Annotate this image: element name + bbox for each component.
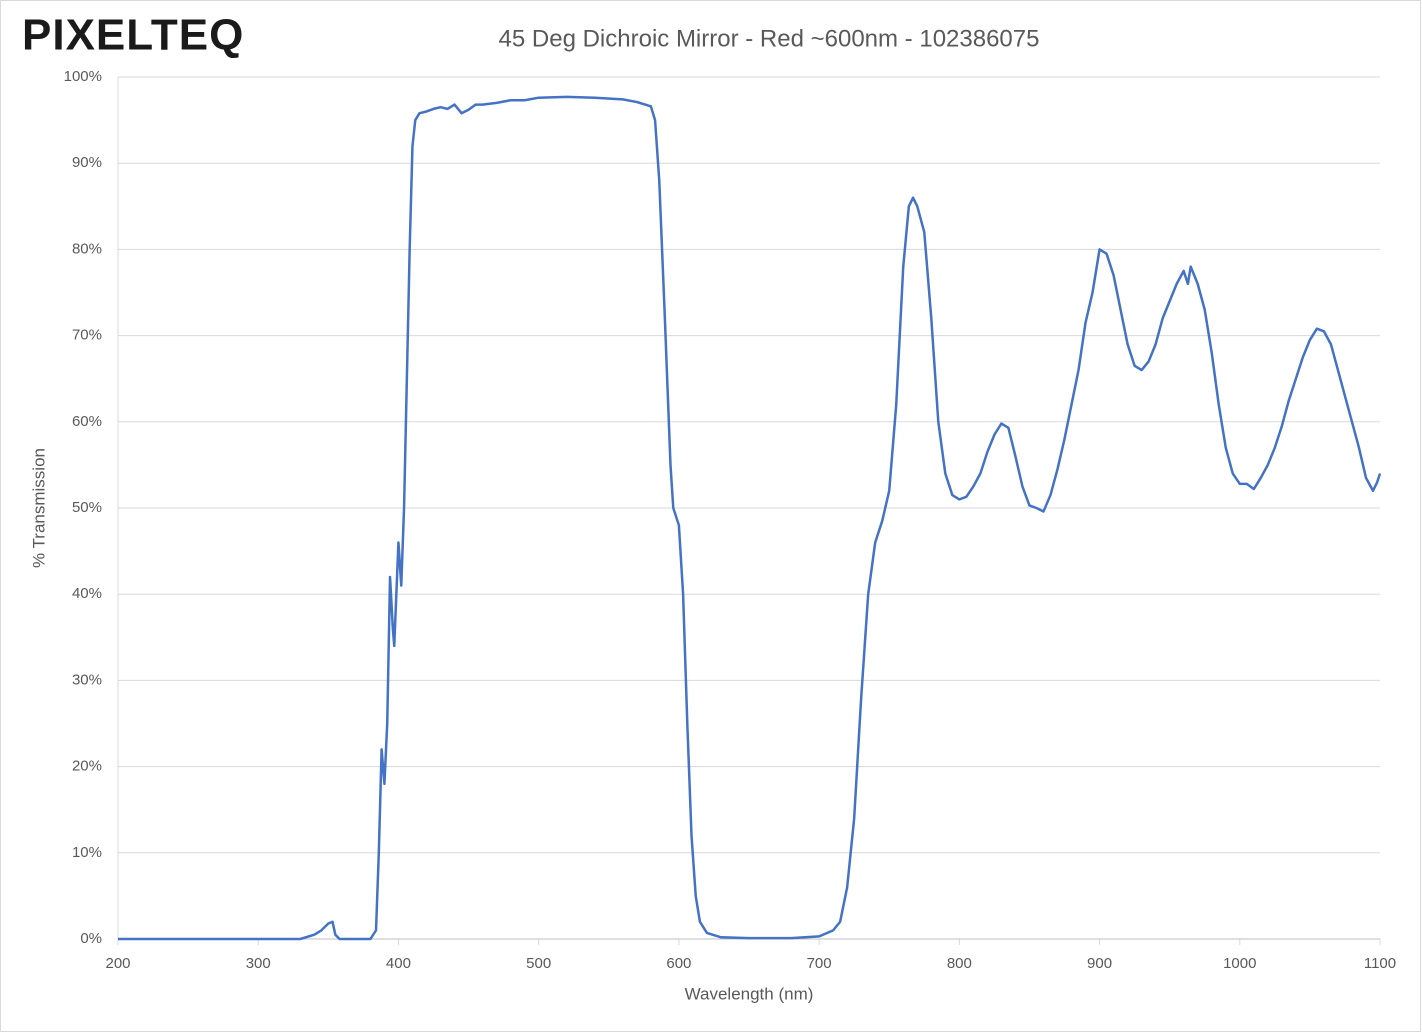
x-tick-label: 400 — [386, 955, 411, 972]
chart-title: 45 Deg Dichroic Mirror - Red ~600nm - 10… — [499, 25, 1040, 52]
y-tick-label: 50% — [72, 499, 102, 516]
y-axis-title: % Transmission — [29, 448, 48, 568]
y-tick-label: 30% — [72, 671, 102, 688]
x-tick-label: 900 — [1087, 955, 1112, 972]
logo: PIXELTEQ — [22, 11, 244, 60]
x-axis-title: Wavelength (nm) — [685, 984, 814, 1003]
y-tick-label: 0% — [80, 930, 102, 947]
x-tick-label: 500 — [526, 955, 551, 972]
y-tick-label: 100% — [64, 68, 102, 85]
x-tick-label: 700 — [807, 955, 832, 972]
y-tick-label: 90% — [72, 154, 102, 171]
x-tick-label: 1100 — [1364, 955, 1396, 972]
y-tick-label: 70% — [72, 327, 102, 344]
y-tick-label: 40% — [72, 585, 102, 602]
y-tick-label: 80% — [72, 240, 102, 257]
x-tick-label: 1000 — [1223, 955, 1256, 972]
data-line — [118, 95, 1382, 941]
y-tick-label: 60% — [72, 413, 102, 430]
x-tick-label: 200 — [105, 955, 130, 972]
x-tick-label: 600 — [666, 955, 691, 972]
y-tick-label: 10% — [72, 844, 102, 861]
x-tick-label: 300 — [246, 955, 271, 972]
y-tick-label: 20% — [72, 758, 102, 775]
x-tick-label: 800 — [947, 955, 972, 972]
